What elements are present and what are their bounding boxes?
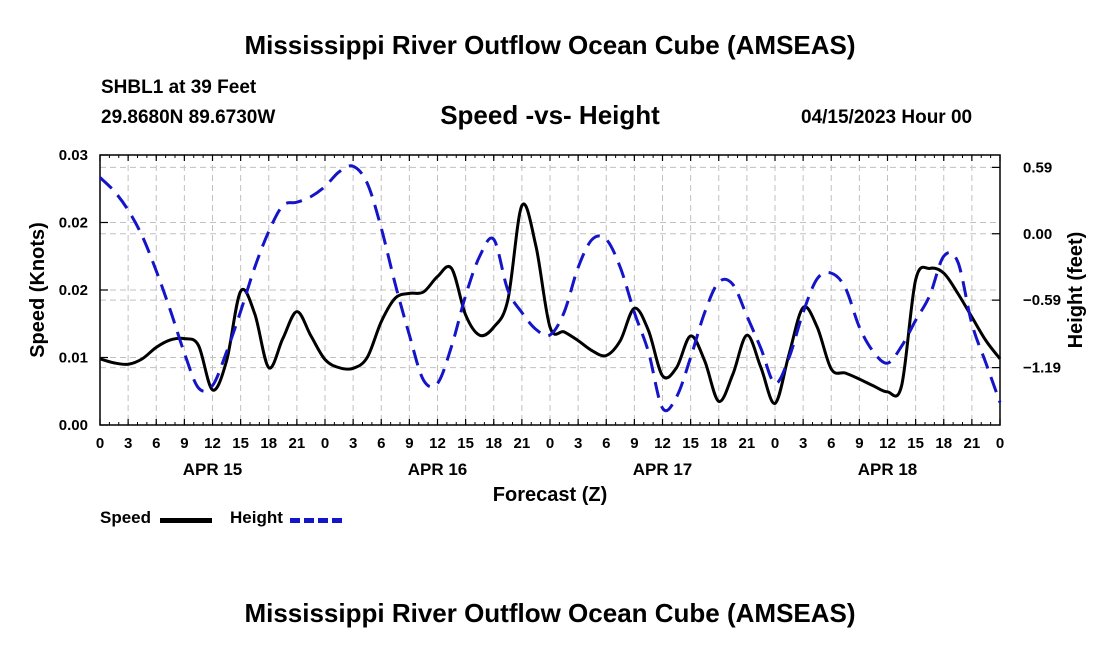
legend-height-label: Height (230, 508, 283, 527)
legend-height-swatch (290, 518, 342, 523)
x-day-label: APR 16 (408, 460, 468, 479)
speed-series-line (99, 202, 1002, 405)
legend-speed-label: Speed (100, 508, 152, 527)
x-tick-label: 12 (654, 435, 671, 452)
x-tick-label: 12 (879, 435, 896, 452)
x-tick-label: 12 (204, 435, 221, 452)
y-axis-title: Speed (Knots) (27, 222, 49, 358)
x-tick-label: 0 (96, 435, 104, 452)
y-tick-label: 0.00 (59, 417, 88, 434)
x-tick-label: 21 (739, 435, 756, 452)
chart-title: Mississippi River Outflow Ocean Cube (AM… (244, 30, 856, 60)
x-tick-label: 15 (457, 435, 474, 452)
x-axis-title: Forecast (Z) (493, 484, 607, 506)
x-tick-label: 9 (630, 435, 638, 452)
y-tick-label: 0.03 (59, 147, 88, 164)
bottom-title: Mississippi River Outflow Ocean Cube (AM… (244, 598, 856, 628)
x-tick-label: 18 (260, 435, 277, 452)
x-tick-label: 6 (377, 435, 385, 452)
x-tick-label: 9 (405, 435, 413, 452)
x-tick-label: 3 (799, 435, 807, 452)
x-tick-label: 6 (602, 435, 610, 452)
x-tick-label: 3 (124, 435, 132, 452)
x-tick-label: 0 (546, 435, 554, 452)
y2-tick-label: 0.00 (1023, 226, 1052, 243)
x-tick-label: 15 (907, 435, 924, 452)
chart-subtitle: Speed -vs- Height (440, 100, 660, 130)
x-tick-label: 9 (180, 435, 188, 452)
x-tick-label: 15 (682, 435, 699, 452)
x-tick-label: 0 (771, 435, 779, 452)
x-tick-label: 0 (321, 435, 329, 452)
x-tick-label: 9 (855, 435, 863, 452)
x-day-label: APR 15 (183, 460, 243, 479)
coordinates-label: 29.8680N 89.6730W (101, 107, 276, 128)
y2-tick-label: 0.59 (1023, 159, 1052, 176)
x-tick-label: 6 (152, 435, 160, 452)
x-tick-label: 3 (349, 435, 357, 452)
x-tick-label: 18 (935, 435, 952, 452)
x-tick-label: 21 (964, 435, 981, 452)
x-tick-label: 18 (710, 435, 727, 452)
x-tick-label: 21 (289, 435, 306, 452)
y-tick-label: 0.02 (59, 282, 88, 299)
legend-speed-swatch (160, 518, 212, 523)
run-time-label: 04/15/2023 Hour 00 (801, 107, 973, 128)
x-day-label: APR 17 (633, 460, 693, 479)
x-tick-label: 21 (514, 435, 531, 452)
height-series-line (98, 164, 1002, 413)
x-tick-label: 0 (996, 435, 1004, 452)
x-day-label: APR 18 (858, 460, 918, 479)
y2-axis-title: Height (feet) (1065, 232, 1087, 349)
y2-tick-label: −1.19 (1023, 360, 1061, 377)
x-tick-label: 18 (485, 435, 502, 452)
x-tick-label: 12 (429, 435, 446, 452)
x-tick-label: 3 (574, 435, 582, 452)
y-tick-label: 0.01 (59, 350, 88, 367)
x-tick-label: 6 (827, 435, 835, 452)
x-tick-label: 15 (232, 435, 249, 452)
station-label: SHBL1 at 39 Feet (101, 77, 257, 98)
y-tick-label: 0.02 (59, 215, 88, 232)
y2-tick-label: −0.59 (1023, 292, 1061, 309)
